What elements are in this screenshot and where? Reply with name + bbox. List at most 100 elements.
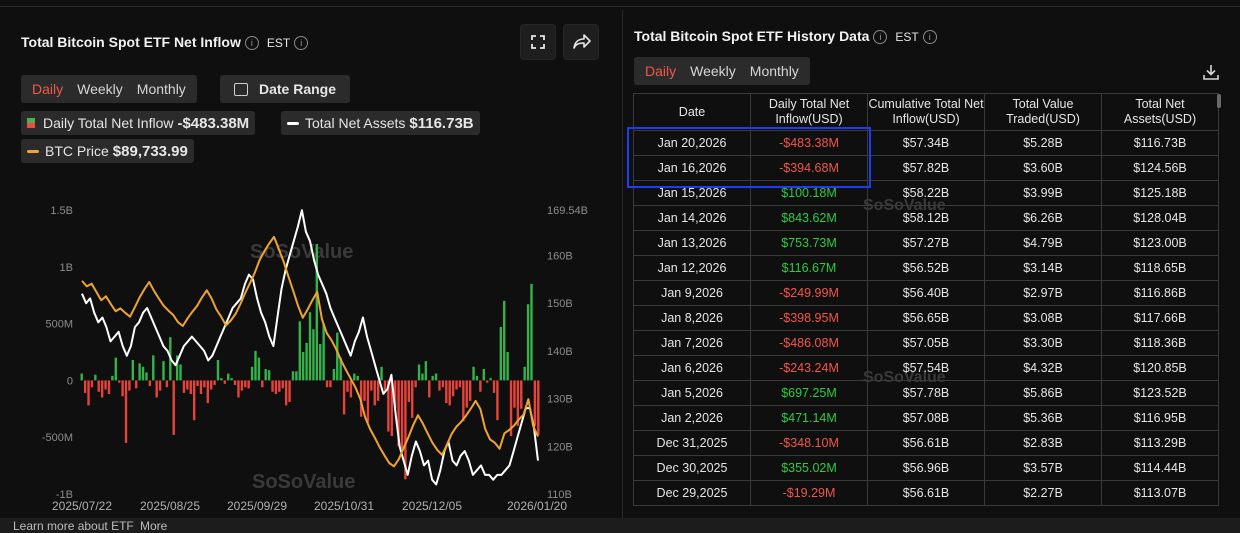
table-row[interactable]: Jan 8,2026 -$398.95M $56.65B $3.08B $117.66B bbox=[633, 305, 1219, 331]
inflow-bar[interactable] bbox=[206, 380, 209, 404]
inflow-bar[interactable] bbox=[526, 304, 530, 381]
inflow-bar[interactable] bbox=[397, 380, 400, 447]
inflow-bar[interactable] bbox=[135, 380, 138, 389]
inflow-bar[interactable] bbox=[196, 380, 199, 387]
inflow-bar[interactable] bbox=[145, 372, 148, 381]
inflow-bar[interactable] bbox=[458, 380, 462, 388]
inflow-bar[interactable] bbox=[162, 361, 165, 381]
tab-monthly[interactable]: Monthly bbox=[136, 81, 186, 97]
inflow-bar[interactable] bbox=[370, 380, 373, 391]
inflow-bar[interactable] bbox=[295, 371, 298, 381]
inflow-bar[interactable] bbox=[107, 380, 111, 395]
tab-weekly[interactable]: Weekly bbox=[77, 81, 123, 97]
inflow-bar[interactable] bbox=[158, 380, 162, 391]
table-row[interactable]: Jan 14,2026 $843.62M $58.12B $6.26B $128.04B bbox=[633, 205, 1219, 231]
inflow-bar[interactable] bbox=[288, 380, 291, 402]
inflow-bar[interactable] bbox=[353, 373, 356, 381]
inflow-bar[interactable] bbox=[305, 342, 308, 381]
table-row[interactable]: Jan 16,2026 -$394.68M $57.82B $3.60B $124.56… bbox=[633, 155, 1219, 181]
inflow-bar[interactable] bbox=[233, 380, 237, 385]
inflow-bar[interactable] bbox=[213, 380, 216, 385]
download-icon[interactable] bbox=[1201, 62, 1221, 82]
inflow-bar[interactable] bbox=[111, 375, 114, 381]
inflow-bar[interactable] bbox=[503, 300, 506, 381]
inflow-bar[interactable] bbox=[114, 357, 117, 381]
inflow-bar[interactable] bbox=[264, 369, 267, 381]
inflow-bar[interactable] bbox=[172, 380, 175, 435]
inflow-bar[interactable] bbox=[278, 380, 281, 392]
table-row[interactable]: Jan 15,2026 $100.18M $58.22B $3.99B $125.18B bbox=[633, 180, 1219, 206]
inflow-bar[interactable] bbox=[475, 375, 479, 381]
legend-inflow[interactable]: Daily Total Net Inflow -$483.38M bbox=[21, 111, 256, 135]
btc-price-line[interactable] bbox=[81, 235, 539, 468]
inflow-bar[interactable] bbox=[319, 344, 322, 381]
table-row[interactable]: Jan 6,2026 -$243.24M $57.54B $4.32B $120.85B bbox=[633, 355, 1219, 381]
inflow-bar[interactable] bbox=[312, 329, 315, 381]
inflow-bar[interactable] bbox=[393, 380, 397, 408]
inflow-bar[interactable] bbox=[451, 380, 455, 397]
inflow-bar[interactable] bbox=[267, 370, 271, 381]
inflow-bar[interactable] bbox=[220, 378, 223, 381]
inflow-bar[interactable] bbox=[199, 380, 203, 395]
inflow-bar[interactable] bbox=[247, 380, 250, 389]
inflow-bar[interactable] bbox=[192, 380, 196, 421]
inflow-bar[interactable] bbox=[472, 366, 475, 381]
inflow-bar[interactable] bbox=[104, 380, 107, 390]
inflow-bar[interactable] bbox=[80, 373, 83, 381]
tab-daily[interactable]: Daily bbox=[32, 81, 64, 97]
inflow-bar[interactable] bbox=[373, 380, 376, 406]
table-row[interactable]: Jan 5,2026 $697.25M $57.78B $5.86B $123.52B bbox=[633, 380, 1219, 406]
legend-price[interactable]: BTC Price $89,733.99 bbox=[21, 139, 194, 163]
inflow-bar[interactable] bbox=[223, 380, 227, 384]
timezone-info-icon[interactable]: i bbox=[922, 30, 937, 45]
inflow-bar[interactable] bbox=[513, 380, 516, 408]
inflow-bar[interactable] bbox=[261, 380, 264, 388]
inflow-bar[interactable] bbox=[404, 380, 407, 480]
inflow-bar[interactable] bbox=[155, 380, 158, 398]
table-row[interactable]: Jan 2,2026 $471.14M $57.08B $5.36B $116.95B bbox=[633, 405, 1219, 431]
table-row[interactable]: Jan 7,2026 -$486.08M $57.05B $3.30B $118.36B bbox=[633, 330, 1219, 356]
net-inflow-chart[interactable]: SoSoValue SoSoValue 1.5B1B500M0-500M-1B … bbox=[0, 188, 612, 518]
inflow-bar[interactable] bbox=[301, 352, 305, 381]
inflow-bar[interactable] bbox=[308, 312, 312, 381]
inflow-bar[interactable] bbox=[124, 380, 128, 443]
inflow-bar[interactable] bbox=[216, 359, 220, 381]
inflow-bar[interactable] bbox=[271, 380, 274, 392]
col-traded-header[interactable]: Total Value Traded(USD) bbox=[984, 93, 1102, 131]
inflow-bar[interactable] bbox=[421, 373, 424, 381]
inflow-bar[interactable] bbox=[250, 366, 254, 381]
date-range-button[interactable]: Date Range bbox=[220, 75, 350, 103]
inflow-bar[interactable] bbox=[441, 380, 445, 388]
inflow-bar[interactable] bbox=[346, 380, 349, 392]
inflow-bar[interactable] bbox=[380, 366, 383, 381]
inflow-bar[interactable] bbox=[407, 380, 411, 402]
inflow-bar[interactable] bbox=[83, 380, 87, 393]
tab-weekly[interactable]: Weekly bbox=[690, 63, 736, 79]
inflow-bar[interactable] bbox=[284, 380, 288, 406]
table-row[interactable]: Dec 30,2025 $355.02M $56.96B $3.57B $114.44B bbox=[633, 455, 1219, 481]
inflow-bar[interactable] bbox=[537, 380, 540, 435]
inflow-bar[interactable] bbox=[90, 380, 94, 388]
inflow-bar[interactable] bbox=[424, 361, 428, 381]
inflow-bar[interactable] bbox=[186, 380, 189, 390]
inflow-bar[interactable] bbox=[329, 380, 332, 388]
inflow-bar[interactable] bbox=[291, 371, 295, 381]
inflow-bar[interactable] bbox=[240, 380, 244, 391]
inflow-bar[interactable] bbox=[479, 380, 482, 392]
inflow-bar[interactable] bbox=[117, 380, 121, 383]
inflow-bar[interactable] bbox=[431, 375, 434, 381]
inflow-bar[interactable] bbox=[342, 380, 346, 415]
inflow-bar[interactable] bbox=[356, 375, 359, 381]
inflow-bar[interactable] bbox=[349, 380, 353, 398]
inflow-bar[interactable] bbox=[492, 380, 496, 393]
inflow-bar[interactable] bbox=[138, 363, 141, 381]
inflow-bar[interactable] bbox=[533, 380, 537, 426]
inflow-bar[interactable] bbox=[165, 380, 169, 388]
inflow-bar[interactable] bbox=[141, 366, 145, 381]
inflow-bar[interactable] bbox=[438, 380, 441, 391]
inflow-bar[interactable] bbox=[128, 380, 131, 391]
inflow-bar[interactable] bbox=[509, 380, 513, 437]
inflow-bar[interactable] bbox=[244, 380, 247, 388]
inflow-bar[interactable] bbox=[254, 350, 257, 381]
inflow-bar[interactable] bbox=[332, 369, 336, 381]
